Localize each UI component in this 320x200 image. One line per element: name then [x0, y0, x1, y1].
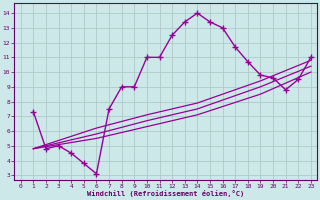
X-axis label: Windchill (Refroidissement éolien,°C): Windchill (Refroidissement éolien,°C) [87, 190, 244, 197]
